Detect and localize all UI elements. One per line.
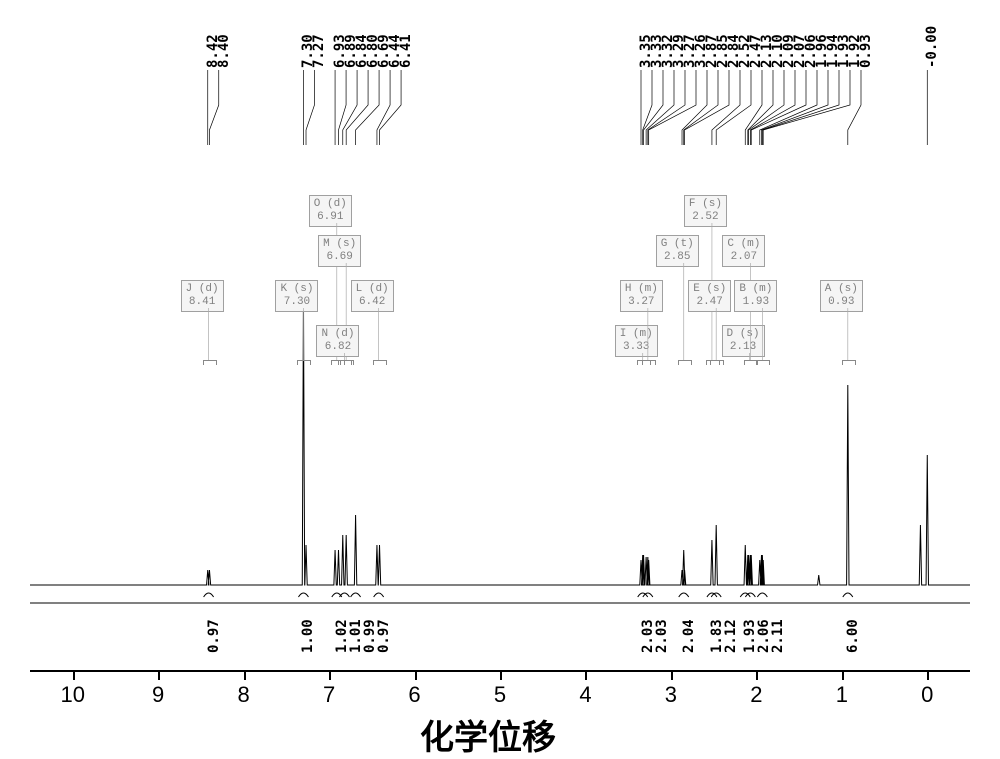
peak-label: 8.40 — [216, 34, 232, 68]
assignment-box-K: K (s)7.30 — [275, 280, 318, 312]
axis-tick-1: 1 — [822, 682, 862, 708]
assignment-box-M: M (s)6.69 — [318, 235, 361, 267]
assignment-box-D: D (s)2.13 — [722, 325, 765, 357]
plot-area: 8.428.407.307.276.936.896.846.806.696.44… — [30, 20, 970, 640]
peak-label: 6.41 — [398, 34, 414, 68]
axis-tick-6: 6 — [395, 682, 435, 708]
assignment-box-J: J (d)8.41 — [181, 280, 224, 312]
assignment-box-F: F (s)2.52 — [684, 195, 727, 227]
integral-label: 2.11 — [770, 619, 786, 653]
assignment-box-C: C (m)2.07 — [722, 235, 765, 267]
axis-tick-0: 0 — [907, 682, 947, 708]
integral-label: 1.00 — [300, 619, 316, 653]
x-axis-title: 化学位移 — [420, 710, 556, 759]
spectrum-svg — [30, 20, 970, 640]
peak-label: 0.93 — [858, 34, 874, 68]
integral-label: 2.12 — [723, 619, 739, 653]
integral-label: 0.97 — [206, 619, 222, 653]
assignment-box-O: O (d)6.91 — [309, 195, 352, 227]
assignment-box-L: L (d)6.42 — [351, 280, 394, 312]
peak-label: 7.27 — [311, 34, 327, 68]
assignment-box-E: E (s)2.47 — [688, 280, 731, 312]
assignment-box-H: H (m)3.27 — [620, 280, 663, 312]
assignment-box-A: A (s)0.93 — [820, 280, 863, 312]
axis-tick-10: 10 — [53, 682, 93, 708]
peak-label: -0.00 — [924, 26, 940, 68]
nmr-spectrum-figure: 8.428.407.307.276.936.896.846.806.696.44… — [0, 0, 1000, 757]
axis-tick-9: 9 — [138, 682, 178, 708]
integral-label: 2.04 — [681, 619, 697, 653]
axis-tick-3: 3 — [651, 682, 691, 708]
axis-tick-7: 7 — [309, 682, 349, 708]
integral-label: 6.00 — [845, 619, 861, 653]
assignment-box-N: N (d)6.82 — [316, 325, 359, 357]
axis-tick-4: 4 — [565, 682, 605, 708]
axis-tick-2: 2 — [736, 682, 776, 708]
axis-tick-5: 5 — [480, 682, 520, 708]
assignment-box-B: B (m)1.93 — [734, 280, 777, 312]
integral-label: 2.03 — [654, 619, 670, 653]
assignment-box-G: G (t)2.85 — [656, 235, 699, 267]
assignment-box-I: I (m)3.33 — [615, 325, 658, 357]
integral-label: 0.97 — [376, 619, 392, 653]
axis-tick-8: 8 — [224, 682, 264, 708]
